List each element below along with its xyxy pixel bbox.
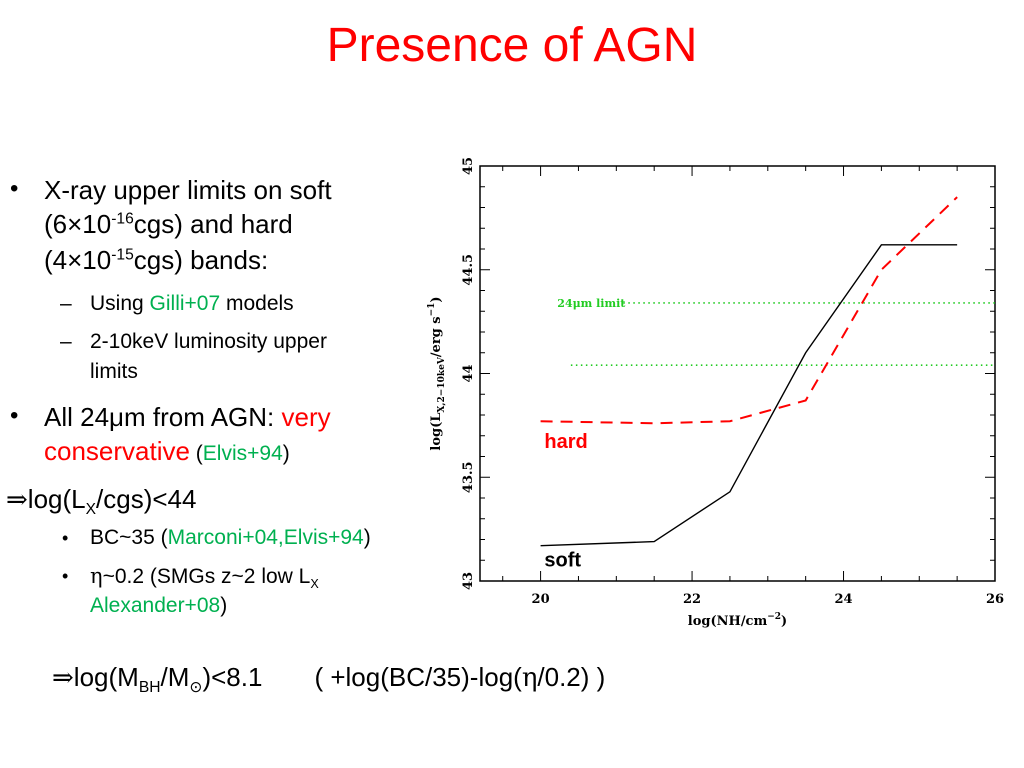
bullet-dot: • — [10, 402, 19, 429]
implies-icon: ⇒ — [52, 663, 74, 693]
eta-symbol: η — [521, 663, 538, 693]
series-label-soft: soft — [544, 549, 581, 571]
series-label-hard: hard — [544, 431, 587, 453]
y-tick-label: 43.5 — [461, 461, 476, 493]
ref-gilli: Gilli+07 — [149, 292, 221, 315]
eta-symbol: η — [90, 564, 103, 588]
series-line-hard — [540, 196, 958, 425]
implication-lx: ⇒log(LX/cgs)<44 — [6, 484, 197, 519]
y-tick-label: 45 — [461, 157, 476, 175]
x-axis-label: log(NH/cm−2) — [688, 612, 787, 629]
y-tick-label: 44 — [461, 364, 476, 382]
x-tick-label: 20 — [532, 592, 550, 607]
bullet-24um-line2: conservative (Elvis+94) — [44, 436, 290, 466]
sub-dash: – — [60, 292, 72, 315]
ref-alexander: Alexander+08 — [90, 594, 221, 617]
sub-bullet-luminosity-line2: limits — [90, 360, 138, 383]
bullet-dot: • — [62, 566, 69, 586]
y-axis-label: log(LX,2−10keV/erg s−1) — [427, 296, 447, 450]
ref-marconi-elvis: Marconi+04,Elvis+94 — [167, 526, 364, 549]
sub-bullet-eta-line1: η~0.2 (SMGs z~2 low LX — [90, 564, 319, 592]
sub-bullet-gilli: Using Gilli+07 models — [90, 292, 294, 315]
sub-bullet-bc: BC~35 (Marconi+04,Elvis+94) — [90, 526, 371, 549]
y-tick-label: 43 — [461, 572, 476, 590]
bullet-xray-line3: (4×10-15cgs) bands: — [44, 245, 269, 275]
plot-frame — [479, 165, 996, 582]
sub-bullet-luminosity-line1: 2-10keV luminosity upper — [90, 330, 327, 353]
y-tick-label: 44.5 — [461, 254, 476, 286]
bullet-dot: • — [10, 175, 19, 202]
sub-dash: – — [60, 330, 72, 353]
series-line-soft — [540, 244, 958, 547]
bullet-xray-line1: X-ray upper limits on soft — [44, 175, 332, 205]
nh-luminosity-chart: 20 22 24 26 43 43.5 44 44.5 45 log(NH/cm−2) log(LX… — [420, 150, 1020, 640]
x-tick-label: 24 — [834, 592, 852, 607]
bullet-24um-line1: All 24μm from AGN: very — [44, 402, 331, 432]
ref-elvis: Elvis+94 — [202, 442, 283, 465]
x-tick-label: 26 — [986, 592, 1004, 607]
bullet-xray-line2: (6×10-16cgs) and hard — [44, 209, 293, 239]
sub-bullet-eta-line2: Alexander+08) — [90, 594, 228, 617]
reference-line-label: 24μm limit — [557, 297, 626, 310]
bullet-dot: • — [62, 528, 69, 548]
slide-title: Presence of AGN — [326, 19, 698, 72]
implication-mbh: ⇒log(MBH/M⊙)<8.1( +log(BC/35)-log(η/0.2)… — [52, 662, 606, 697]
chart-svg: 20 22 24 26 43 43.5 44 44.5 45 log(NH/cm−2) log(LX… — [427, 157, 1004, 629]
implies-icon: ⇒ — [6, 485, 28, 515]
x-tick-label: 22 — [683, 592, 701, 607]
